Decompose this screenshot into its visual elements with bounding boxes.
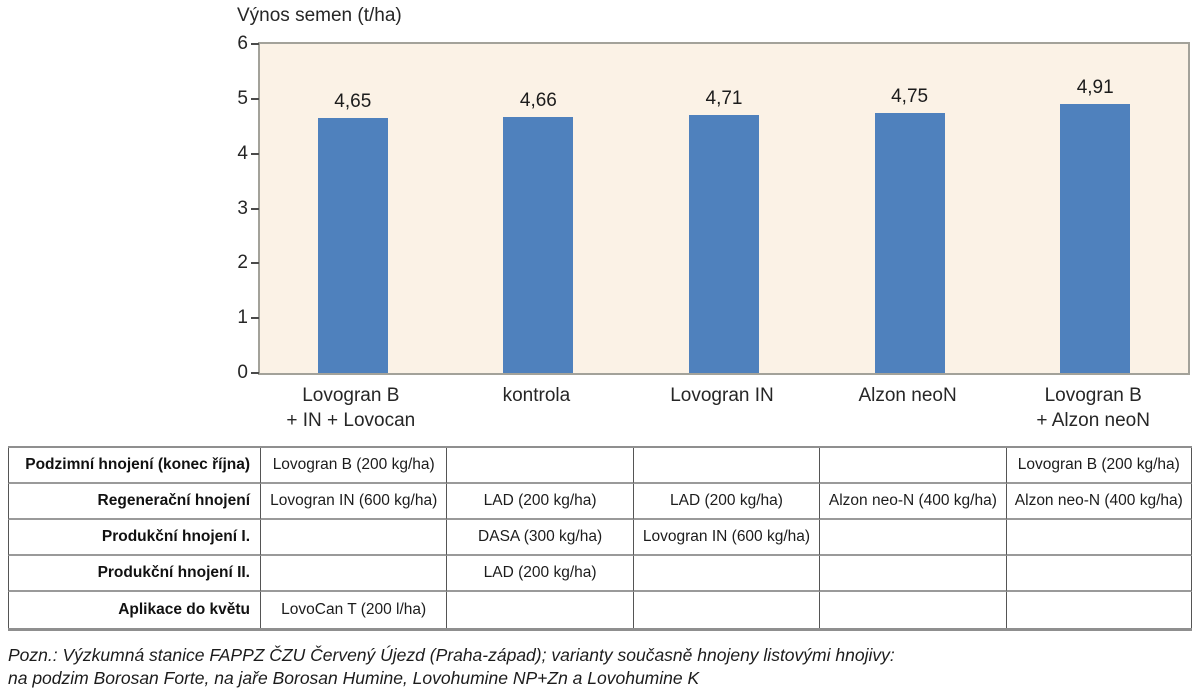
table-cell: Alzon neo-N (400 kg/ha) xyxy=(819,484,1006,520)
bar-value-label: 4,71 xyxy=(705,87,743,109)
y-axis-tick-mark xyxy=(251,97,259,100)
table-cell: LAD (200 kg/ha) xyxy=(632,484,820,520)
x-axis-category-label: Lovogran B + IN + Lovocan xyxy=(286,385,416,431)
table-cell xyxy=(260,520,447,556)
bar-value-label: 4,65 xyxy=(334,91,372,113)
chart-title: Výnos semen (t/ha) xyxy=(237,5,402,26)
table-cell xyxy=(446,448,633,484)
variants-table: Podzimní hnojení (konec října) Lovogran B… xyxy=(8,446,1192,631)
bar xyxy=(689,114,759,373)
y-axis-tick-mark xyxy=(251,262,259,265)
table-cell: Lovogran B (200 kg/ha) xyxy=(260,448,447,484)
bar xyxy=(503,117,574,373)
table-cell xyxy=(632,556,820,592)
bar-value-label: 4,66 xyxy=(519,90,557,112)
y-axis-tick-label: 2 xyxy=(237,252,248,274)
table-row-header: Podzimní hnojení (konec října) xyxy=(8,448,260,484)
table-cell: LAD (200 kg/ha) xyxy=(446,556,633,592)
table-cell xyxy=(1005,556,1192,592)
table-cell xyxy=(819,556,1006,592)
table-cell xyxy=(632,448,820,484)
table-cell: Alzon neo-N (400 kg/ha) xyxy=(1005,484,1192,520)
table-cell: Lovogran B (200 kg/ha) xyxy=(1005,448,1192,484)
x-axis-category-label: Alzon neoN xyxy=(858,385,957,406)
y-axis-tick-mark xyxy=(251,152,259,155)
table-cell: Lovogran IN (600 kg/ha) xyxy=(260,484,447,520)
y-axis-tick-mark xyxy=(251,43,259,45)
bar xyxy=(1060,103,1131,373)
footnote-line-1: Pozn.: Výzkumná stanice FAPPZ ČZU Červen… xyxy=(8,645,895,665)
x-axis-category-label: Lovogran IN xyxy=(670,385,774,406)
x-axis-labels: Lovogran B + IN + Lovocan kontrola Lovogra… xyxy=(258,383,1190,441)
y-axis-tick-label: 0 xyxy=(237,362,248,383)
table-row-header: Produkční hnojení II. xyxy=(8,556,260,592)
y-axis-tick-mark xyxy=(251,372,259,374)
table-cell xyxy=(260,556,447,592)
x-axis-category-label: kontrola xyxy=(502,385,571,406)
bar-value-label: 4,91 xyxy=(1076,76,1114,98)
table-cell xyxy=(819,448,1006,484)
table-cell xyxy=(632,592,819,628)
table-row-header: Produkční hnojení I. xyxy=(8,520,260,556)
x-axis-category-label: Lovogran B + Alzon neoN xyxy=(1036,385,1150,431)
plot-area: 4,65 4,66 4,71 4,75 4,91 xyxy=(258,42,1190,375)
table-cell xyxy=(819,592,1005,628)
table-cell: DASA (300 kg/ha) xyxy=(446,520,633,556)
table-cell: LovoCan T (200 l/ha) xyxy=(260,592,446,628)
table-cell xyxy=(446,592,632,628)
table-cell xyxy=(1005,592,1192,628)
footnote: Pozn.: Výzkumná stanice FAPPZ ČZU Červen… xyxy=(8,644,895,690)
y-axis-tick-label: 4 xyxy=(237,142,248,164)
y-axis-tick-mark xyxy=(251,207,259,210)
table-cell xyxy=(1005,520,1192,556)
footnote-line-2: na podzim Borosan Forte, na jaře Borosan… xyxy=(8,668,700,688)
table-cell: Lovogran IN (600 kg/ha) xyxy=(632,520,820,556)
y-axis-tick-label: 3 xyxy=(237,197,248,219)
bar xyxy=(317,118,388,373)
bar xyxy=(874,112,945,373)
table-cell xyxy=(819,520,1006,556)
bar-value-label: 4,75 xyxy=(891,85,929,107)
y-axis-tick-label: 5 xyxy=(237,87,248,109)
y-axis-tick-label: 6 xyxy=(237,33,248,54)
y-axis-tick-label: 1 xyxy=(237,307,248,329)
table-cell: LAD (200 kg/ha) xyxy=(446,484,633,520)
table-row-header: Regenerační hnojení xyxy=(8,484,260,520)
table-row-header: Aplikace do květu xyxy=(8,592,260,628)
y-axis-tick-mark xyxy=(251,317,259,320)
